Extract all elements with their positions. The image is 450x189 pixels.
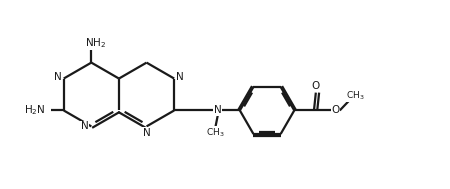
Text: O: O [331, 105, 340, 115]
Text: N: N [214, 105, 222, 115]
Text: N: N [81, 121, 89, 131]
Text: CH$_3$: CH$_3$ [346, 89, 364, 102]
Text: H$_2$N: H$_2$N [24, 104, 45, 117]
Text: O: O [312, 81, 320, 91]
Text: NH$_2$: NH$_2$ [85, 36, 106, 50]
Text: N: N [143, 128, 150, 138]
Text: CH$_3$: CH$_3$ [206, 127, 225, 139]
Text: N: N [54, 72, 62, 82]
Text: N: N [176, 72, 184, 82]
